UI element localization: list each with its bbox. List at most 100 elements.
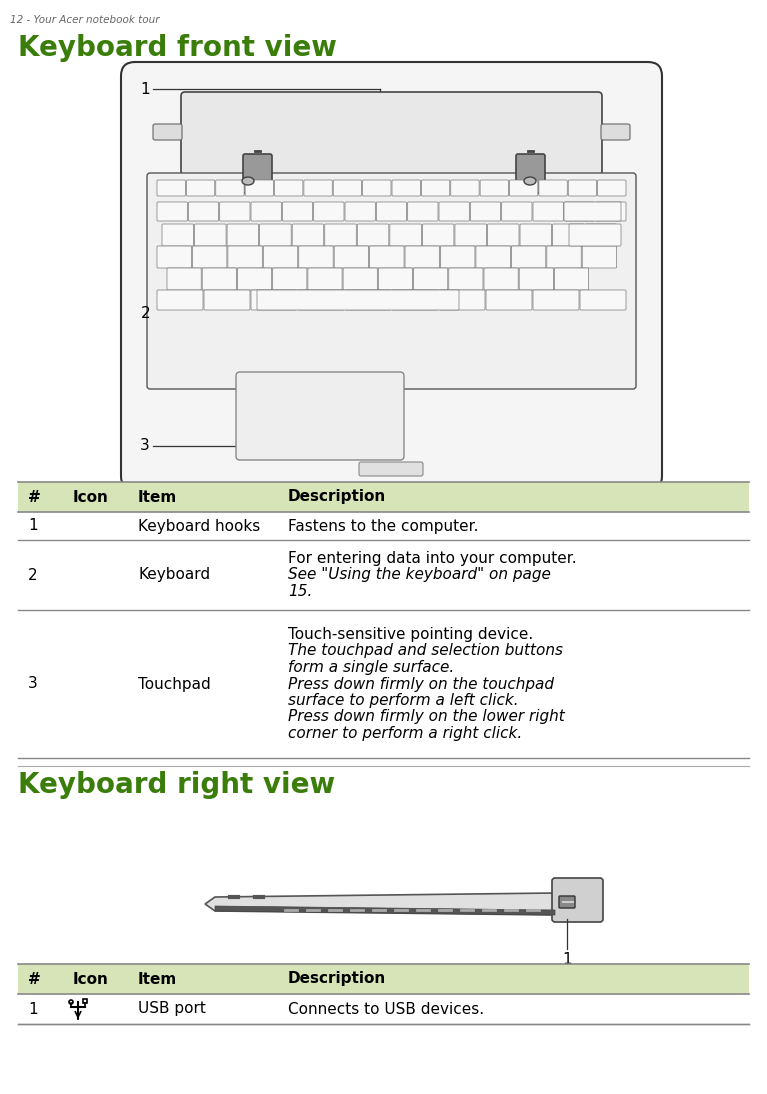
Text: Keyboard right view: Keyboard right view — [18, 771, 335, 799]
FancyBboxPatch shape — [405, 246, 439, 268]
Text: Connects to USB devices.: Connects to USB devices. — [288, 1001, 484, 1016]
FancyBboxPatch shape — [251, 202, 281, 221]
FancyBboxPatch shape — [243, 154, 272, 193]
Text: Fastens to the computer.: Fastens to the computer. — [288, 519, 479, 534]
FancyBboxPatch shape — [275, 181, 303, 196]
Bar — [18, 964, 749, 994]
FancyBboxPatch shape — [539, 181, 568, 196]
FancyBboxPatch shape — [470, 202, 501, 221]
Text: Icon: Icon — [73, 489, 109, 504]
Text: Icon: Icon — [73, 971, 109, 987]
Text: Item: Item — [138, 489, 177, 504]
FancyBboxPatch shape — [257, 290, 459, 310]
Text: corner to perform a right click.: corner to perform a right click. — [288, 726, 522, 741]
FancyBboxPatch shape — [509, 181, 538, 196]
Text: 3: 3 — [140, 439, 150, 454]
Text: For entering data into your computer.: For entering data into your computer. — [288, 551, 577, 566]
Polygon shape — [205, 893, 555, 915]
FancyBboxPatch shape — [516, 154, 545, 193]
Text: Keyboard: Keyboard — [138, 568, 210, 582]
FancyBboxPatch shape — [601, 124, 630, 140]
Text: The touchpad and selection buttons: The touchpad and selection buttons — [288, 643, 563, 659]
FancyBboxPatch shape — [555, 268, 588, 290]
FancyBboxPatch shape — [343, 268, 377, 290]
FancyBboxPatch shape — [439, 290, 485, 310]
FancyBboxPatch shape — [298, 246, 333, 268]
Text: #: # — [28, 489, 41, 504]
FancyBboxPatch shape — [565, 202, 594, 221]
FancyBboxPatch shape — [370, 246, 404, 268]
Text: 1: 1 — [562, 952, 572, 967]
Bar — [83, 999, 87, 1003]
FancyBboxPatch shape — [390, 224, 421, 246]
Bar — [18, 482, 749, 512]
FancyBboxPatch shape — [533, 202, 563, 221]
Ellipse shape — [524, 177, 536, 185]
FancyBboxPatch shape — [359, 462, 423, 476]
FancyBboxPatch shape — [195, 224, 226, 246]
Text: Description: Description — [288, 489, 387, 504]
FancyBboxPatch shape — [451, 181, 479, 196]
FancyBboxPatch shape — [304, 181, 332, 196]
FancyBboxPatch shape — [228, 246, 262, 268]
FancyBboxPatch shape — [292, 224, 324, 246]
FancyBboxPatch shape — [378, 268, 413, 290]
FancyBboxPatch shape — [219, 202, 250, 221]
FancyBboxPatch shape — [559, 896, 575, 908]
Text: Item: Item — [138, 971, 177, 987]
FancyBboxPatch shape — [245, 181, 274, 196]
Ellipse shape — [242, 177, 254, 185]
Text: USB port: USB port — [138, 1001, 206, 1016]
FancyBboxPatch shape — [547, 246, 581, 268]
Bar — [18, 994, 749, 1024]
FancyBboxPatch shape — [236, 372, 404, 459]
FancyBboxPatch shape — [580, 290, 626, 310]
FancyBboxPatch shape — [408, 202, 438, 221]
FancyBboxPatch shape — [121, 62, 662, 490]
FancyBboxPatch shape — [439, 202, 469, 221]
Bar — [18, 610, 749, 758]
FancyBboxPatch shape — [157, 290, 203, 310]
Text: Keyboard hooks: Keyboard hooks — [138, 519, 260, 534]
Bar — [18, 512, 749, 540]
FancyBboxPatch shape — [204, 290, 250, 310]
Text: 2: 2 — [140, 306, 150, 322]
FancyBboxPatch shape — [582, 246, 617, 268]
FancyBboxPatch shape — [421, 181, 449, 196]
FancyBboxPatch shape — [357, 224, 389, 246]
FancyBboxPatch shape — [512, 246, 546, 268]
FancyBboxPatch shape — [308, 268, 342, 290]
FancyBboxPatch shape — [597, 181, 626, 196]
FancyBboxPatch shape — [193, 246, 227, 268]
Text: Press down firmly on the lower right: Press down firmly on the lower right — [288, 710, 565, 724]
FancyBboxPatch shape — [227, 224, 258, 246]
FancyBboxPatch shape — [153, 124, 182, 140]
Text: 1: 1 — [28, 519, 38, 534]
Text: Touchpad: Touchpad — [138, 676, 211, 691]
FancyBboxPatch shape — [181, 92, 602, 175]
FancyBboxPatch shape — [520, 224, 551, 246]
FancyBboxPatch shape — [484, 268, 518, 290]
Text: 2: 2 — [28, 568, 38, 582]
Text: 15.: 15. — [288, 584, 312, 600]
FancyBboxPatch shape — [334, 246, 369, 268]
FancyBboxPatch shape — [238, 268, 272, 290]
Text: 3: 3 — [28, 676, 38, 691]
FancyBboxPatch shape — [314, 202, 344, 221]
FancyBboxPatch shape — [282, 202, 313, 221]
FancyBboxPatch shape — [263, 246, 298, 268]
FancyBboxPatch shape — [564, 202, 621, 221]
FancyBboxPatch shape — [480, 181, 509, 196]
Text: Description: Description — [288, 971, 387, 987]
FancyBboxPatch shape — [377, 202, 407, 221]
FancyBboxPatch shape — [157, 246, 192, 268]
FancyBboxPatch shape — [345, 290, 391, 310]
Text: 1: 1 — [140, 81, 150, 96]
FancyBboxPatch shape — [486, 290, 532, 310]
FancyBboxPatch shape — [392, 181, 420, 196]
Text: form a single surface.: form a single surface. — [288, 660, 454, 675]
FancyBboxPatch shape — [413, 268, 448, 290]
Bar — [18, 540, 749, 610]
FancyBboxPatch shape — [488, 224, 519, 246]
FancyBboxPatch shape — [392, 290, 438, 310]
